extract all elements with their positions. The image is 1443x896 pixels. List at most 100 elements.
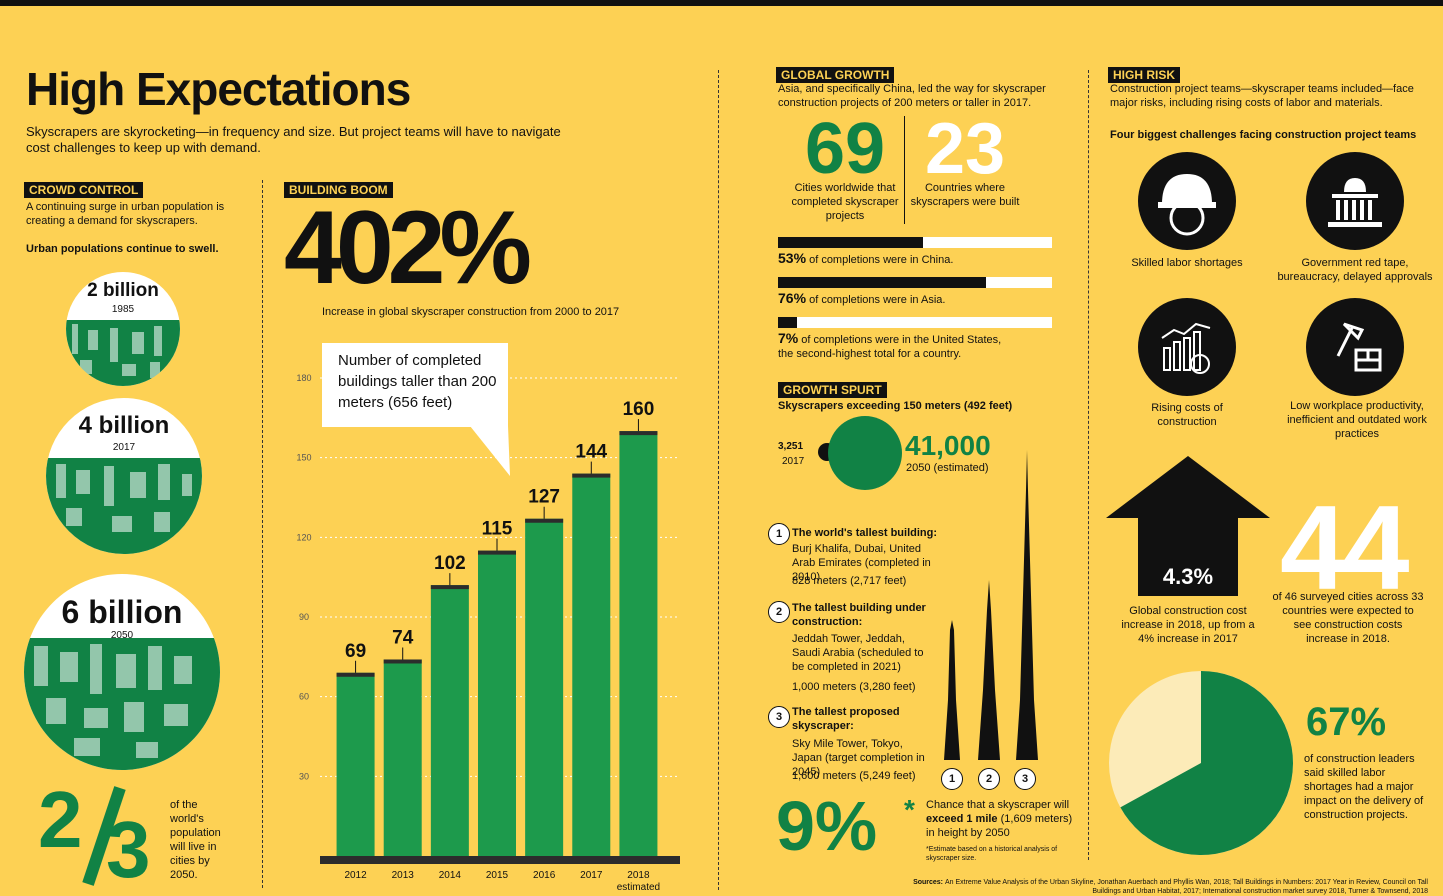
callout-text: Number of completed buildings taller tha… [338,352,497,411]
hard-hat-worker-icon [1138,152,1236,250]
chance-number: 9% [776,787,878,865]
growth-number-divider [904,116,905,224]
crowd-sub: Urban populations continue to swell. [26,243,219,255]
under-construction-line: Jeddah Tower, Jeddah, Saudi Arabia (sche… [792,633,924,673]
pie-percent: 67% [1306,700,1387,744]
sky-mile-tower-silhouette [1016,450,1038,760]
risk-label: HIGH RISK [1108,67,1181,83]
risk-sub: Four biggest challenges facing construct… [1110,129,1417,141]
y-tick-label: 90 [299,612,309,622]
population-year: 1985 [111,304,135,315]
countries-number: 23 [924,109,1006,189]
callout-pointer [470,426,510,476]
x-tick-label: 2014 [439,870,462,881]
x-tick-note: estimated [617,882,660,890]
proposed-line: Sky Mile Tower, Tokyo, Japan (target com… [792,738,925,778]
y-tick-label: 30 [299,771,309,781]
tallest-number-badge: 1 [768,523,790,545]
spurt-small-year: 2017 [782,456,805,467]
tower-badge: 2 [978,768,1000,790]
tower-badge: 3 [1014,768,1036,790]
y-tick-label: 60 [299,692,309,702]
share-text-us: 7% of completions were in the United Sta… [778,331,1018,361]
towers-silhouettes [944,450,1038,760]
challenge-text: Skilled labor shortages [1131,257,1243,269]
chart-bar [430,585,469,856]
tower-badge: 1 [941,768,963,790]
spurt-big-number: 41,000 [905,430,991,461]
column-divider-3 [1088,70,1089,860]
value-label: 69 [345,641,366,662]
chance-bold: exceed 1 mile [926,813,998,825]
fraction-numerator: 2 [38,775,83,864]
spurt-sub: Skyscrapers exceeding 150 meters (492 fe… [778,400,1013,412]
bar-top [336,672,375,677]
x-tick-label: 2012 [344,870,367,881]
sources: Sources: An Extreme Value Analysis of th… [908,878,1428,896]
big-dot-2050 [828,416,902,490]
bar-top [525,518,564,523]
tallest-line: Burj Khalifa, Dubai, United Arab Emirate… [792,543,931,583]
boom-big-number: 402% [284,190,532,306]
chart-bar [525,518,564,856]
value-label: 160 [623,399,655,420]
growth-text: Asia, and specifically China, led the wa… [778,83,1046,109]
value-label: 144 [575,442,607,463]
share-text-china: 53% of completions were in China. [778,251,1058,267]
city-illustration [66,320,180,386]
bar-top [619,431,658,436]
population-year: 2050 [110,630,134,641]
share-percent: 53% [778,250,807,266]
share-desc: of completions were in Asia. [806,294,946,306]
share-fill [778,277,987,288]
pie-text: of construction leaders said skilled lab… [1304,753,1424,821]
chance-footnote: *Estimate based on a historical analysis… [926,846,1058,862]
population-circle-2017: 4 billion 2017 [46,398,202,554]
chart-bar [336,672,375,856]
share-fill [778,237,924,248]
share-desc: of completions were in China. [806,254,954,266]
page-title: High Expectations [26,63,411,115]
boom-caption: Increase in global skyscraper constructi… [322,306,620,318]
page-subtitle: Skyscrapers are skyrocketing—in frequenc… [26,124,561,155]
y-tick-label: 150 [296,453,311,463]
share-text-asia: 76% of completions were in Asia. [778,291,1058,307]
bar-top [383,659,422,664]
two-thirds-fraction: 2 3 [38,780,170,890]
hard-hat-worker-glyph [1158,174,1216,236]
x-tick-label: 2017 [580,870,603,881]
hammer-bricks-icon [1306,298,1404,396]
share-desc: of completions were in the United States… [778,334,1002,360]
risk-text: Construction project teams—skyscraper te… [1110,83,1414,109]
chart-bar [383,659,422,856]
skilled-labor-pie [1109,671,1293,855]
cities-text: Cities worldwide that completed skyscrap… [791,182,899,222]
government-building-icon [1306,152,1404,250]
population-circle-2050: 6 billion 2050 [24,574,220,770]
x-tick-label: 2016 [533,870,556,881]
city-illustration [24,638,220,770]
chart-base [320,856,680,864]
share-percent: 76% [778,290,807,306]
y-tick-label: 120 [296,532,311,542]
fraction-slash [82,786,126,886]
big-44-text: of 46 surveyed cities across 33 countrie… [1272,591,1424,645]
challenge-text: Rising costs of construction [1151,402,1223,428]
top-border [0,0,1443,6]
fraction-denominator: 3 [106,805,151,894]
arrow-text: Global construction cost increase in 201… [1121,605,1255,645]
population-circle-1985: 2 billion 1985 [66,272,180,386]
chance-post: (1,609 meters) in height by 2050 [926,813,1073,839]
share-bar-us [778,317,1052,328]
share-bar-asia [778,277,1052,288]
government-building-glyph [1328,178,1382,227]
bar-top [430,585,469,590]
bar-top [572,473,611,478]
share-percent: 7% [778,330,799,346]
rising-costs-chart-glyph [1161,322,1211,374]
population-value: 6 billion [61,594,183,630]
value-label: 102 [434,553,466,574]
spurt-big-year: 2050 (estimated) [906,462,989,474]
growth-label: GLOBAL GROWTH [776,67,895,83]
